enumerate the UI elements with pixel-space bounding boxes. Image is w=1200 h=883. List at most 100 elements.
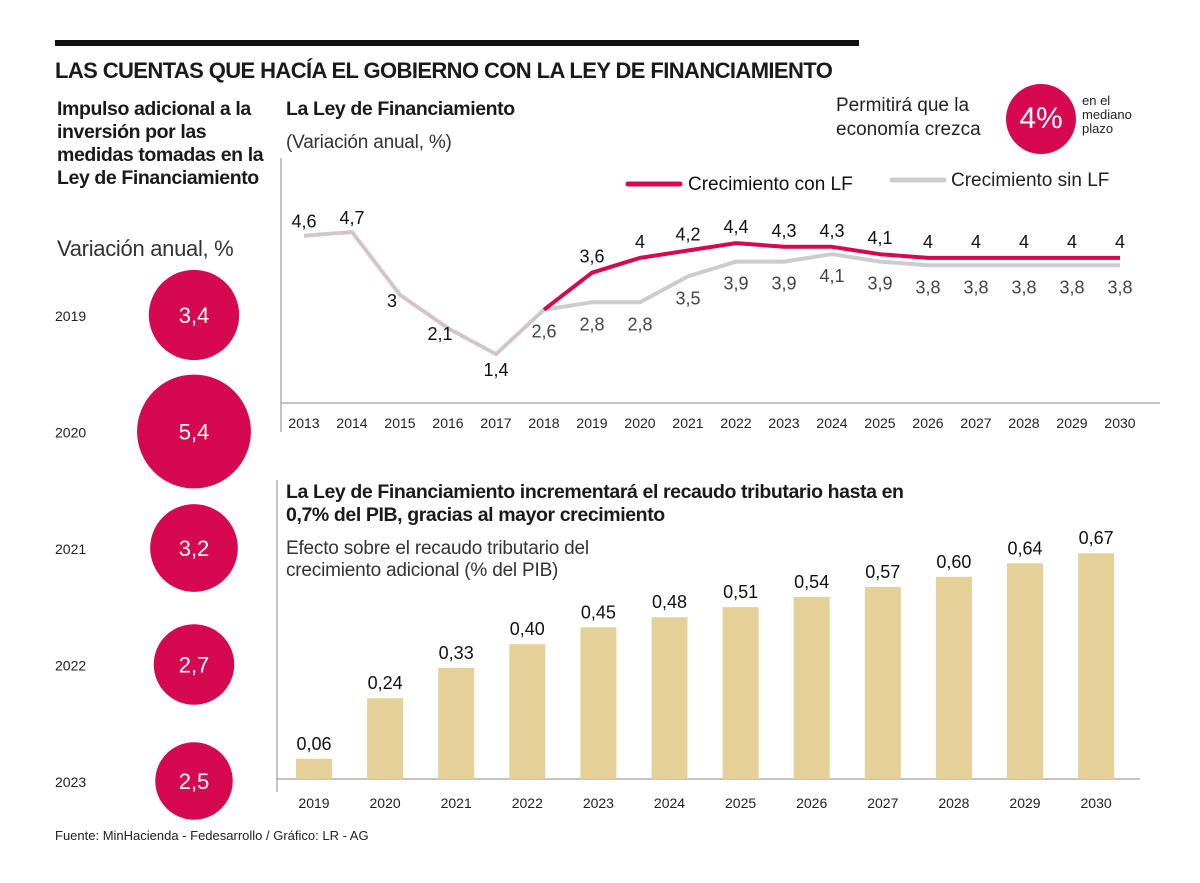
x-tick-label: 2021 <box>672 415 703 431</box>
bubble-value: 5,4 <box>179 420 210 445</box>
data-label-con-lf: 4,1 <box>867 228 892 248</box>
data-label-sin-lf: 3,9 <box>771 274 796 294</box>
bar-value-label: 0,64 <box>1007 538 1042 558</box>
bar-category-label: 2026 <box>796 795 827 811</box>
data-label-sin-lf: 3,8 <box>963 277 988 297</box>
data-label-sin-lf: 3,8 <box>1107 277 1132 297</box>
bar-category-label: 2030 <box>1081 795 1112 811</box>
bar <box>935 576 972 779</box>
data-label-sin-lf: 2,6 <box>531 322 556 342</box>
bubble-value: 3,4 <box>179 303 210 328</box>
bar-value-label: 0,48 <box>652 592 687 612</box>
bubble-value: 2,5 <box>179 769 210 794</box>
bar-value-label: 0,60 <box>936 552 971 572</box>
kpi-badge: 4% <box>1006 84 1076 154</box>
bar-value-label: 0,06 <box>296 734 331 754</box>
bar <box>651 617 688 779</box>
bar <box>438 667 475 779</box>
data-label-con-lf: 4 <box>923 232 933 252</box>
bar-category-label: 2023 <box>583 795 614 811</box>
data-label-sin-lf: 3,8 <box>915 277 940 297</box>
investment-bubble <box>153 624 235 705</box>
bar-chart-subtitle: Efecto sobre el recaudo tributario del c… <box>286 538 589 581</box>
year-label: 2023 <box>55 774 86 790</box>
data-label-con-lf: 4 <box>971 232 981 252</box>
bar <box>864 586 901 779</box>
legend-label-sin-lf: Crecimiento sin LF <box>951 170 1109 191</box>
x-tick-label: 2013 <box>288 415 319 431</box>
bar-value-label: 0,33 <box>439 643 474 663</box>
series-line-con-lf <box>542 241 1120 312</box>
bar-category-label: 2022 <box>512 795 543 811</box>
bar <box>367 698 404 779</box>
bar <box>1078 553 1115 779</box>
data-label-con-lf: 4,3 <box>771 221 796 241</box>
x-tick-label: 2019 <box>576 415 607 431</box>
bar <box>793 597 830 779</box>
data-label-con-lf: 4,2 <box>675 225 700 245</box>
bar-category-label: 2025 <box>725 795 756 811</box>
data-label-sin-lf: 3,9 <box>723 274 748 294</box>
data-label-sin-lf: 4,7 <box>339 208 364 228</box>
year-label: 2019 <box>55 308 86 324</box>
bar-value-label: 0,51 <box>723 582 758 602</box>
x-tick-label: 2024 <box>816 415 847 431</box>
line-chart-subtitle: (Variación anual, %) <box>286 132 452 153</box>
investment-bubble <box>137 374 251 489</box>
source-note: Fuente: MinHacienda - Fedesarrollo / Grá… <box>55 828 369 843</box>
data-label-con-lf: 4 <box>635 232 645 252</box>
data-label-sin-lf: 3,9 <box>867 274 892 294</box>
x-tick-label: 2023 <box>768 415 799 431</box>
investment-bubble <box>148 269 240 361</box>
x-tick-label: 2030 <box>1104 415 1135 431</box>
x-tick-label: 2016 <box>432 415 463 431</box>
x-tick-label: 2020 <box>624 415 655 431</box>
data-label-con-lf: 4 <box>1019 232 1029 252</box>
bar <box>296 758 332 779</box>
bar-category-label: 2027 <box>867 795 898 811</box>
page-title: LAS CUENTAS QUE HACÍA EL GOBIERNO CON LA… <box>55 58 833 83</box>
series-line-con-lf-hist <box>303 231 545 355</box>
data-label-con-lf: 4,4 <box>723 217 748 237</box>
bar-category-label: 2020 <box>370 795 401 811</box>
bar-value-label: 0,54 <box>794 572 829 592</box>
data-label-sin-lf: 3,8 <box>1011 277 1036 297</box>
bar-chart-title: La Ley de Financiamiento incrementará el… <box>286 481 904 526</box>
line-chart-title: La Ley de Financiamiento <box>286 98 515 120</box>
data-label-sin-lf: 2,8 <box>579 314 604 334</box>
bar-category-label: 2029 <box>1009 795 1040 811</box>
data-label-sin-lf: 4,6 <box>291 212 316 232</box>
kpi-text: Permitirá que la economía crezca <box>836 95 981 140</box>
x-tick-label: 2022 <box>720 415 751 431</box>
bar-category-label: 2019 <box>298 795 329 811</box>
data-label-sin-lf: 3,8 <box>1059 277 1084 297</box>
data-label-sin-lf: 3,5 <box>675 288 700 308</box>
series-line-sin-lf <box>303 230 1120 357</box>
data-label-sin-lf: 4,1 <box>819 266 844 286</box>
bar <box>580 627 617 779</box>
x-tick-label: 2029 <box>1056 415 1087 431</box>
bar <box>722 607 759 779</box>
data-label-con-lf: 4 <box>1115 232 1125 252</box>
year-label: 2020 <box>55 425 86 441</box>
x-tick-label: 2028 <box>1008 415 1039 431</box>
bar-value-label: 0,40 <box>510 619 545 639</box>
investment-bubble <box>155 742 233 820</box>
bar-value-label: 0,45 <box>581 602 616 622</box>
x-tick-label: 2018 <box>528 415 559 431</box>
data-label-sin-lf: 3 <box>387 291 397 311</box>
x-tick-label: 2027 <box>960 415 991 431</box>
title-rule <box>55 40 859 46</box>
bubble-value: 3,2 <box>179 536 210 561</box>
data-label-con-lf: 4,3 <box>819 221 844 241</box>
x-tick-label: 2026 <box>912 415 943 431</box>
x-tick-label: 2015 <box>384 415 415 431</box>
bar-category-label: 2021 <box>441 795 472 811</box>
left-panel-title: Impulso adicional a la inversión por las… <box>57 98 264 189</box>
bar-value-label: 0,24 <box>368 673 403 693</box>
data-label-sin-lf: 2,8 <box>627 314 652 334</box>
x-tick-label: 2014 <box>336 415 367 431</box>
bar <box>509 644 546 779</box>
bar-category-label: 2028 <box>938 795 969 811</box>
